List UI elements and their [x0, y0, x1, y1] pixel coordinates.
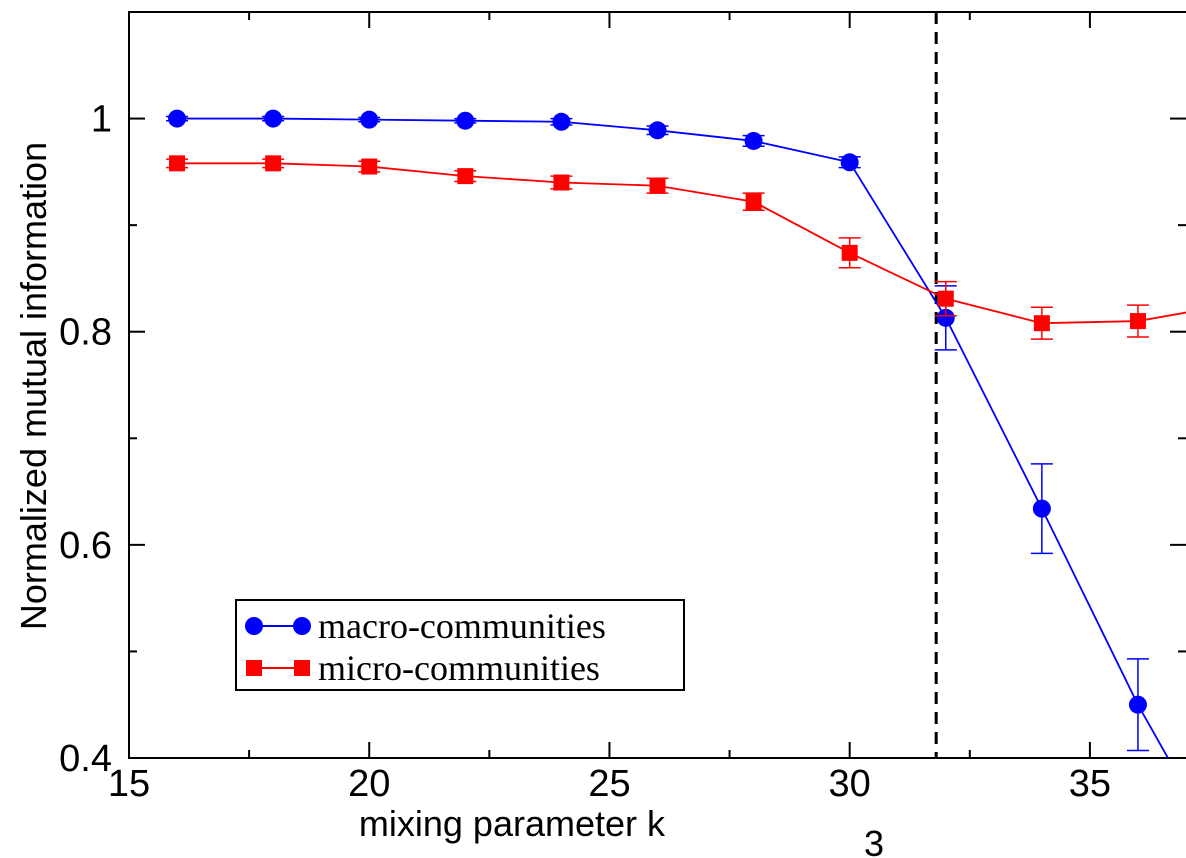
micro-communities-point [1033, 315, 1050, 332]
macro-communities-point [840, 153, 859, 172]
series-layer [166, 109, 1186, 758]
y-tick-label: 0.4 [59, 738, 112, 780]
x-tick-label: 20 [348, 763, 390, 805]
micro-communities-point [745, 193, 762, 210]
x-tick-label: 30 [829, 763, 871, 805]
x-tick-label: 35 [1069, 763, 1111, 805]
legend-macro-communities-marker [293, 617, 311, 635]
macro-communities-point [456, 111, 475, 130]
macro-communities-point [552, 112, 571, 131]
macro-communities-line [177, 117, 1170, 758]
plot-area [128, 11, 1186, 759]
x-axis-label: mixing parameter k [359, 803, 666, 844]
legend-micro-communities-label: micro-communities [318, 648, 600, 688]
macro-communities-point [744, 131, 763, 150]
micro-communities-point [649, 177, 666, 194]
macro-communities-point [648, 121, 667, 140]
micro-communities-point [553, 174, 570, 191]
legend-micro-communities-marker [294, 660, 310, 676]
legend-micro-communities-marker [246, 660, 262, 676]
macro-communities-point [936, 308, 955, 327]
micro-communities-point [265, 155, 282, 172]
y-tick-label: 0.6 [59, 525, 112, 567]
micro-communities-point [169, 155, 186, 172]
macro-communities-point [1128, 695, 1147, 714]
legend-box [235, 599, 685, 691]
y-tick-label: 1 [91, 99, 112, 141]
x-tick-label: 15 [108, 763, 150, 805]
legend-macro-communities-label: macro-communities [318, 606, 606, 646]
y-axis-label: Normalized mutual information [13, 142, 54, 630]
micro-communities-point [841, 244, 858, 261]
micro-communities-point [937, 290, 954, 307]
macro-communities-point [1032, 499, 1051, 518]
micro-communities-point [1129, 313, 1146, 330]
macro-communities-point [360, 110, 379, 129]
micro-communities-point [361, 158, 378, 175]
plot-frame [128, 11, 1186, 759]
legend-macro-communities-marker [245, 617, 263, 635]
micro-communities-point [457, 168, 474, 185]
micro-communities-line [177, 162, 1186, 325]
macro-communities-point [168, 109, 187, 128]
macro-communities-point [264, 109, 283, 128]
y-tick-label: 0.8 [59, 312, 112, 354]
x-tick-label: 25 [588, 763, 630, 805]
tick-layer: 15 20 25 30 35 0.4 0.6 0.8 1 [59, 11, 1186, 805]
x-axis-label-subscript: 3 [864, 823, 884, 858]
